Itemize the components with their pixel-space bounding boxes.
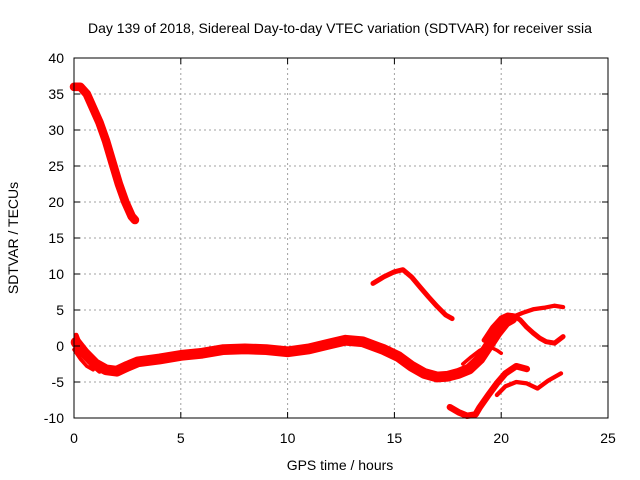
series-upper-right (509, 303, 566, 320)
series-arc-1 (69, 82, 140, 225)
chart-title: Day 139 of 2018, Sidereal Day-to-day VTE… (88, 20, 592, 36)
series-layer (69, 82, 566, 420)
series-early-drop (73, 332, 103, 374)
series-low-arc-1 (446, 362, 531, 420)
y-tick-label: 5 (56, 302, 64, 318)
series-cross-down (481, 312, 566, 346)
y-axis-label: SDTVAR / TECUs (5, 182, 21, 294)
series-main-band (70, 313, 518, 383)
x-tick-label: 0 (70, 430, 78, 446)
y-tick-label: 30 (48, 122, 64, 138)
x-tick-label: 15 (387, 430, 403, 446)
x-tick-label: 25 (600, 430, 616, 446)
series-arc-2 (370, 267, 455, 322)
y-tick-label: -5 (52, 374, 65, 390)
y-tick-label: 35 (48, 86, 64, 102)
y-tick-label: -10 (44, 410, 64, 426)
series-lower-left-branch (460, 344, 504, 366)
y-tick-label: 25 (48, 158, 64, 174)
x-tick-label: 10 (280, 430, 296, 446)
x-tick-label: 5 (177, 430, 185, 446)
y-tick-label: 0 (56, 338, 64, 354)
series-low-arc-2 (494, 371, 564, 398)
series-early-dip (72, 347, 95, 372)
y-tick-label: 20 (48, 194, 64, 210)
x-axis-label: GPS time / hours (287, 457, 394, 473)
tick-layer: 0 5 10 15 20 25 -10 -5 0 5 10 15 20 25 30 35 40 (44, 50, 616, 446)
y-tick-label: 10 (48, 266, 64, 282)
x-tick-label: 20 (493, 430, 509, 446)
y-tick-label: 40 (48, 50, 64, 66)
y-tick-label: 15 (48, 230, 64, 246)
